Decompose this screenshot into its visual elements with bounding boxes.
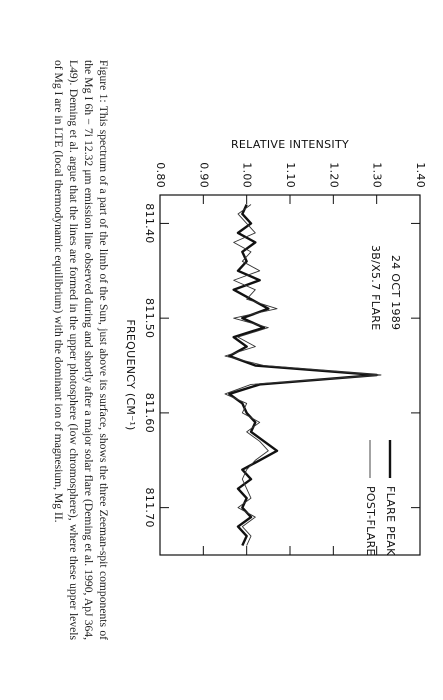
series-line xyxy=(228,203,378,547)
y-axis-label: RELATIVE INTENSITY xyxy=(231,138,349,151)
y-tick-label: 1.00 xyxy=(241,162,254,188)
annotation: 24 OCT 1989 xyxy=(389,255,402,330)
y-tick-label: 1.30 xyxy=(371,162,384,188)
y-tick-label: 1.10 xyxy=(284,162,297,188)
x-tick-label: 811.70 xyxy=(143,487,156,527)
series-line xyxy=(224,204,382,546)
caption: Figure 1: This spectrum of a part of the… xyxy=(52,60,110,640)
x-tick-label: 811.50 xyxy=(143,298,156,338)
y-tick-label: 0.80 xyxy=(154,162,167,188)
x-tick-label: 811.60 xyxy=(143,393,156,433)
y-tick-label: 1.20 xyxy=(327,162,340,188)
legend-label: POST-FLARE xyxy=(364,486,377,556)
x-tick-label: 811.40 xyxy=(143,203,156,243)
annotation: 3B/X5.7 FLARE xyxy=(369,245,382,331)
legend-label: FLARE PEAK xyxy=(384,486,397,556)
y-tick-label: 1.40 xyxy=(414,162,427,188)
figure: RELATIVE INTENSITY FREQUENCY (CM⁻¹) 24 O… xyxy=(124,138,427,556)
y-tick-label: 0.90 xyxy=(197,162,210,188)
x-axis-label: FREQUENCY (CM⁻¹) xyxy=(124,319,137,430)
